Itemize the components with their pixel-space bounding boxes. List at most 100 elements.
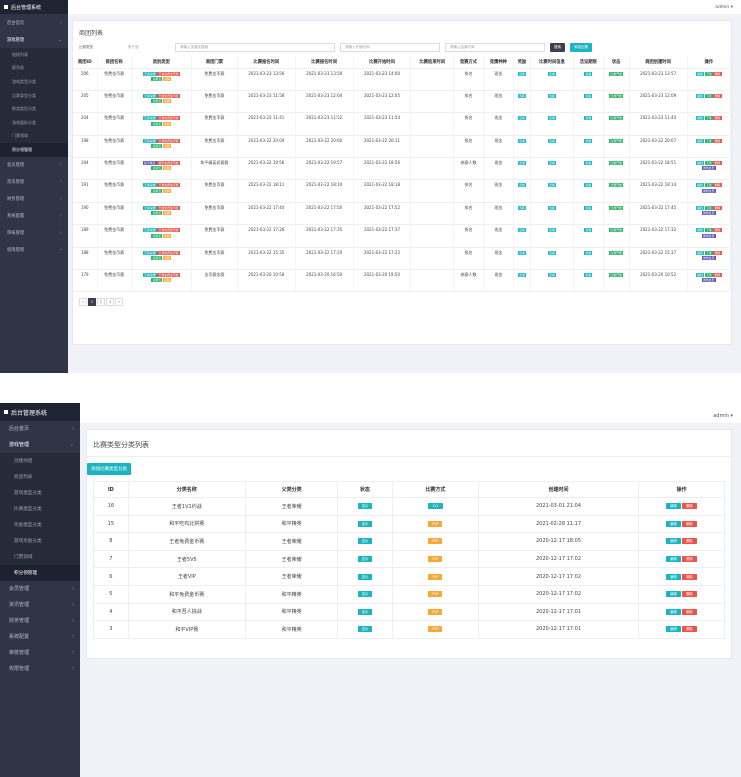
delete-button[interactable]: 删除 xyxy=(713,71,722,76)
view-button[interactable]: 查看 xyxy=(517,71,527,76)
view-button[interactable]: 查看 xyxy=(517,228,527,233)
sidebar-item[interactable]: 系统配置 › xyxy=(0,628,80,644)
sidebar-subitem[interactable]: 创建商团 xyxy=(14,458,33,464)
view-button[interactable]: 查看 xyxy=(517,116,527,121)
sidebar-item[interactable]: 权限管理 › xyxy=(0,660,80,676)
view-button[interactable]: 查看 xyxy=(547,228,557,233)
delete-button[interactable]: 删除 xyxy=(682,573,697,580)
keyword-input[interactable]: 请输入关键字搜索 xyxy=(175,43,335,52)
type-select[interactable]: 男产品 xyxy=(128,45,139,49)
page-link[interactable]: 3 xyxy=(106,298,114,307)
sidebar-item[interactable]: 审核管理 › xyxy=(0,225,68,242)
delete-button[interactable]: 删除 xyxy=(682,591,697,598)
edit-button[interactable]: 编辑 xyxy=(695,93,705,98)
view-button[interactable]: 查看 xyxy=(517,93,527,98)
edit-button[interactable]: 编辑 xyxy=(695,116,705,121)
view-button[interactable]: 查看 xyxy=(547,93,557,98)
delete-button[interactable]: 删除 xyxy=(713,273,722,278)
view-button[interactable]: 查看 xyxy=(584,93,593,98)
add-tournament-button[interactable]: 添加比赛 xyxy=(570,43,592,52)
off-button[interactable]: 下架 xyxy=(704,116,713,121)
off-button[interactable]: 下架 xyxy=(704,183,713,188)
delete-button[interactable]: 删除 xyxy=(713,138,722,143)
sidebar-item[interactable]: 系统配置 › xyxy=(0,208,68,225)
view-button[interactable]: 查看 xyxy=(547,205,557,210)
off-button[interactable]: 下架 xyxy=(704,228,713,233)
delete-button[interactable]: 删除 xyxy=(713,183,722,188)
page-link[interactable]: » xyxy=(115,298,123,307)
sidebar-subitem[interactable]: 比赛类型分类 xyxy=(12,92,36,98)
view-button[interactable]: 查看 xyxy=(547,138,557,143)
edit-button[interactable]: 编辑 xyxy=(695,183,705,188)
view-button[interactable]: 查看 xyxy=(547,161,557,166)
edit-button[interactable]: 编辑 xyxy=(695,273,705,278)
sidebar-item[interactable]: 财务管理 › xyxy=(0,191,68,208)
sidebar-item[interactable]: 审核管理 › xyxy=(0,644,80,660)
view-button[interactable]: 查看 xyxy=(517,183,527,188)
delete-button[interactable]: 删除 xyxy=(682,538,697,545)
search-button[interactable]: 搜索 xyxy=(550,43,565,52)
members-button[interactable]: 参赛会员 xyxy=(701,255,716,260)
edit-button[interactable]: 编辑 xyxy=(666,626,681,633)
sidebar-item[interactable]: 权限管理 › xyxy=(0,242,68,259)
sidebar-subitem[interactable]: 门票领域 xyxy=(12,133,28,139)
view-button[interactable]: 查看 xyxy=(584,138,593,143)
sidebar-item[interactable]: 会员管理 › xyxy=(0,157,68,174)
view-button[interactable]: 查看 xyxy=(547,250,557,255)
end-time-input[interactable]: 请输入结束时间 xyxy=(445,43,545,52)
sidebar-subitem[interactable]: 鲜游类型分类 xyxy=(12,106,36,112)
sidebar-subitem[interactable]: 比赛类型分类 xyxy=(14,506,42,512)
delete-button[interactable]: 删除 xyxy=(713,205,722,210)
page-link[interactable]: « xyxy=(79,298,87,307)
edit-button[interactable]: 编辑 xyxy=(695,138,705,143)
off-button[interactable]: 下架 xyxy=(704,273,713,278)
edit-button[interactable]: 编辑 xyxy=(695,161,705,166)
view-button[interactable]: 查看 xyxy=(584,116,593,121)
sidebar-subitem[interactable]: 赛列表 xyxy=(12,65,24,71)
sidebar-subitem[interactable]: 游戏展标分类 xyxy=(12,119,36,125)
off-button[interactable]: 下架 xyxy=(704,93,713,98)
sidebar-subitem[interactable]: 游戏类型分类 xyxy=(14,490,42,496)
view-button[interactable]: 查看 xyxy=(517,138,527,143)
sidebar-subitem[interactable]: 积分领管理 xyxy=(0,564,80,581)
view-button[interactable]: 查看 xyxy=(584,183,593,188)
sidebar-item[interactable]: 财务管理 › xyxy=(0,613,80,629)
view-button[interactable]: 查看 xyxy=(584,205,593,210)
sidebar-subitem[interactable]: 游戏奖励分类 xyxy=(14,538,42,544)
sidebar-subitem[interactable]: 积分领管理 xyxy=(0,143,68,157)
delete-button[interactable]: 删除 xyxy=(682,556,697,563)
page-link[interactable]: 1 xyxy=(88,298,96,307)
off-button[interactable]: 下架 xyxy=(704,250,713,255)
edit-button[interactable]: 编辑 xyxy=(695,205,705,210)
view-button[interactable]: 查看 xyxy=(517,273,527,278)
delete-button[interactable]: 删除 xyxy=(713,116,722,121)
members-button[interactable]: 参赛会员 xyxy=(701,188,716,193)
admin-menu[interactable]: admin xyxy=(713,413,729,419)
members-button[interactable]: 参赛会员 xyxy=(701,278,716,283)
edit-button[interactable]: 编辑 xyxy=(666,608,681,615)
members-button[interactable]: 参赛会员 xyxy=(701,211,716,216)
delete-button[interactable]: 删除 xyxy=(682,503,697,510)
off-button[interactable]: 下架 xyxy=(704,161,713,166)
view-button[interactable]: 查看 xyxy=(517,205,527,210)
sidebar-subitem[interactable]: 游戏类型分类 xyxy=(12,78,36,84)
members-button[interactable]: 参赛会员 xyxy=(701,233,716,238)
view-button[interactable]: 查看 xyxy=(517,161,527,166)
sidebar-item[interactable]: 游戏管理 ⌄ xyxy=(0,437,80,453)
view-button[interactable]: 查看 xyxy=(584,273,593,278)
sidebar-subitem[interactable]: 商团列表 xyxy=(14,474,33,480)
admin-menu[interactable]: admin xyxy=(715,4,730,10)
edit-button[interactable]: 编辑 xyxy=(695,228,705,233)
view-button[interactable]: 查看 xyxy=(547,183,557,188)
edit-button[interactable]: 编辑 xyxy=(695,71,705,76)
sidebar-item[interactable]: 后台首页 › xyxy=(0,421,80,437)
sidebar-subitem[interactable]: 奖励类型分类 xyxy=(14,522,42,528)
sidebar-subitem[interactable]: 链接列表 xyxy=(12,51,28,57)
sidebar-item[interactable]: 游戏管理 ⌄ xyxy=(0,31,68,48)
delete-button[interactable]: 删除 xyxy=(713,93,722,98)
view-button[interactable]: 查看 xyxy=(547,71,557,76)
delete-button[interactable]: 删除 xyxy=(713,228,722,233)
sidebar-item[interactable]: 资讯管理 › xyxy=(0,597,80,613)
delete-button[interactable]: 删除 xyxy=(713,250,722,255)
sidebar-subitem[interactable]: 门票领域 xyxy=(14,554,33,560)
